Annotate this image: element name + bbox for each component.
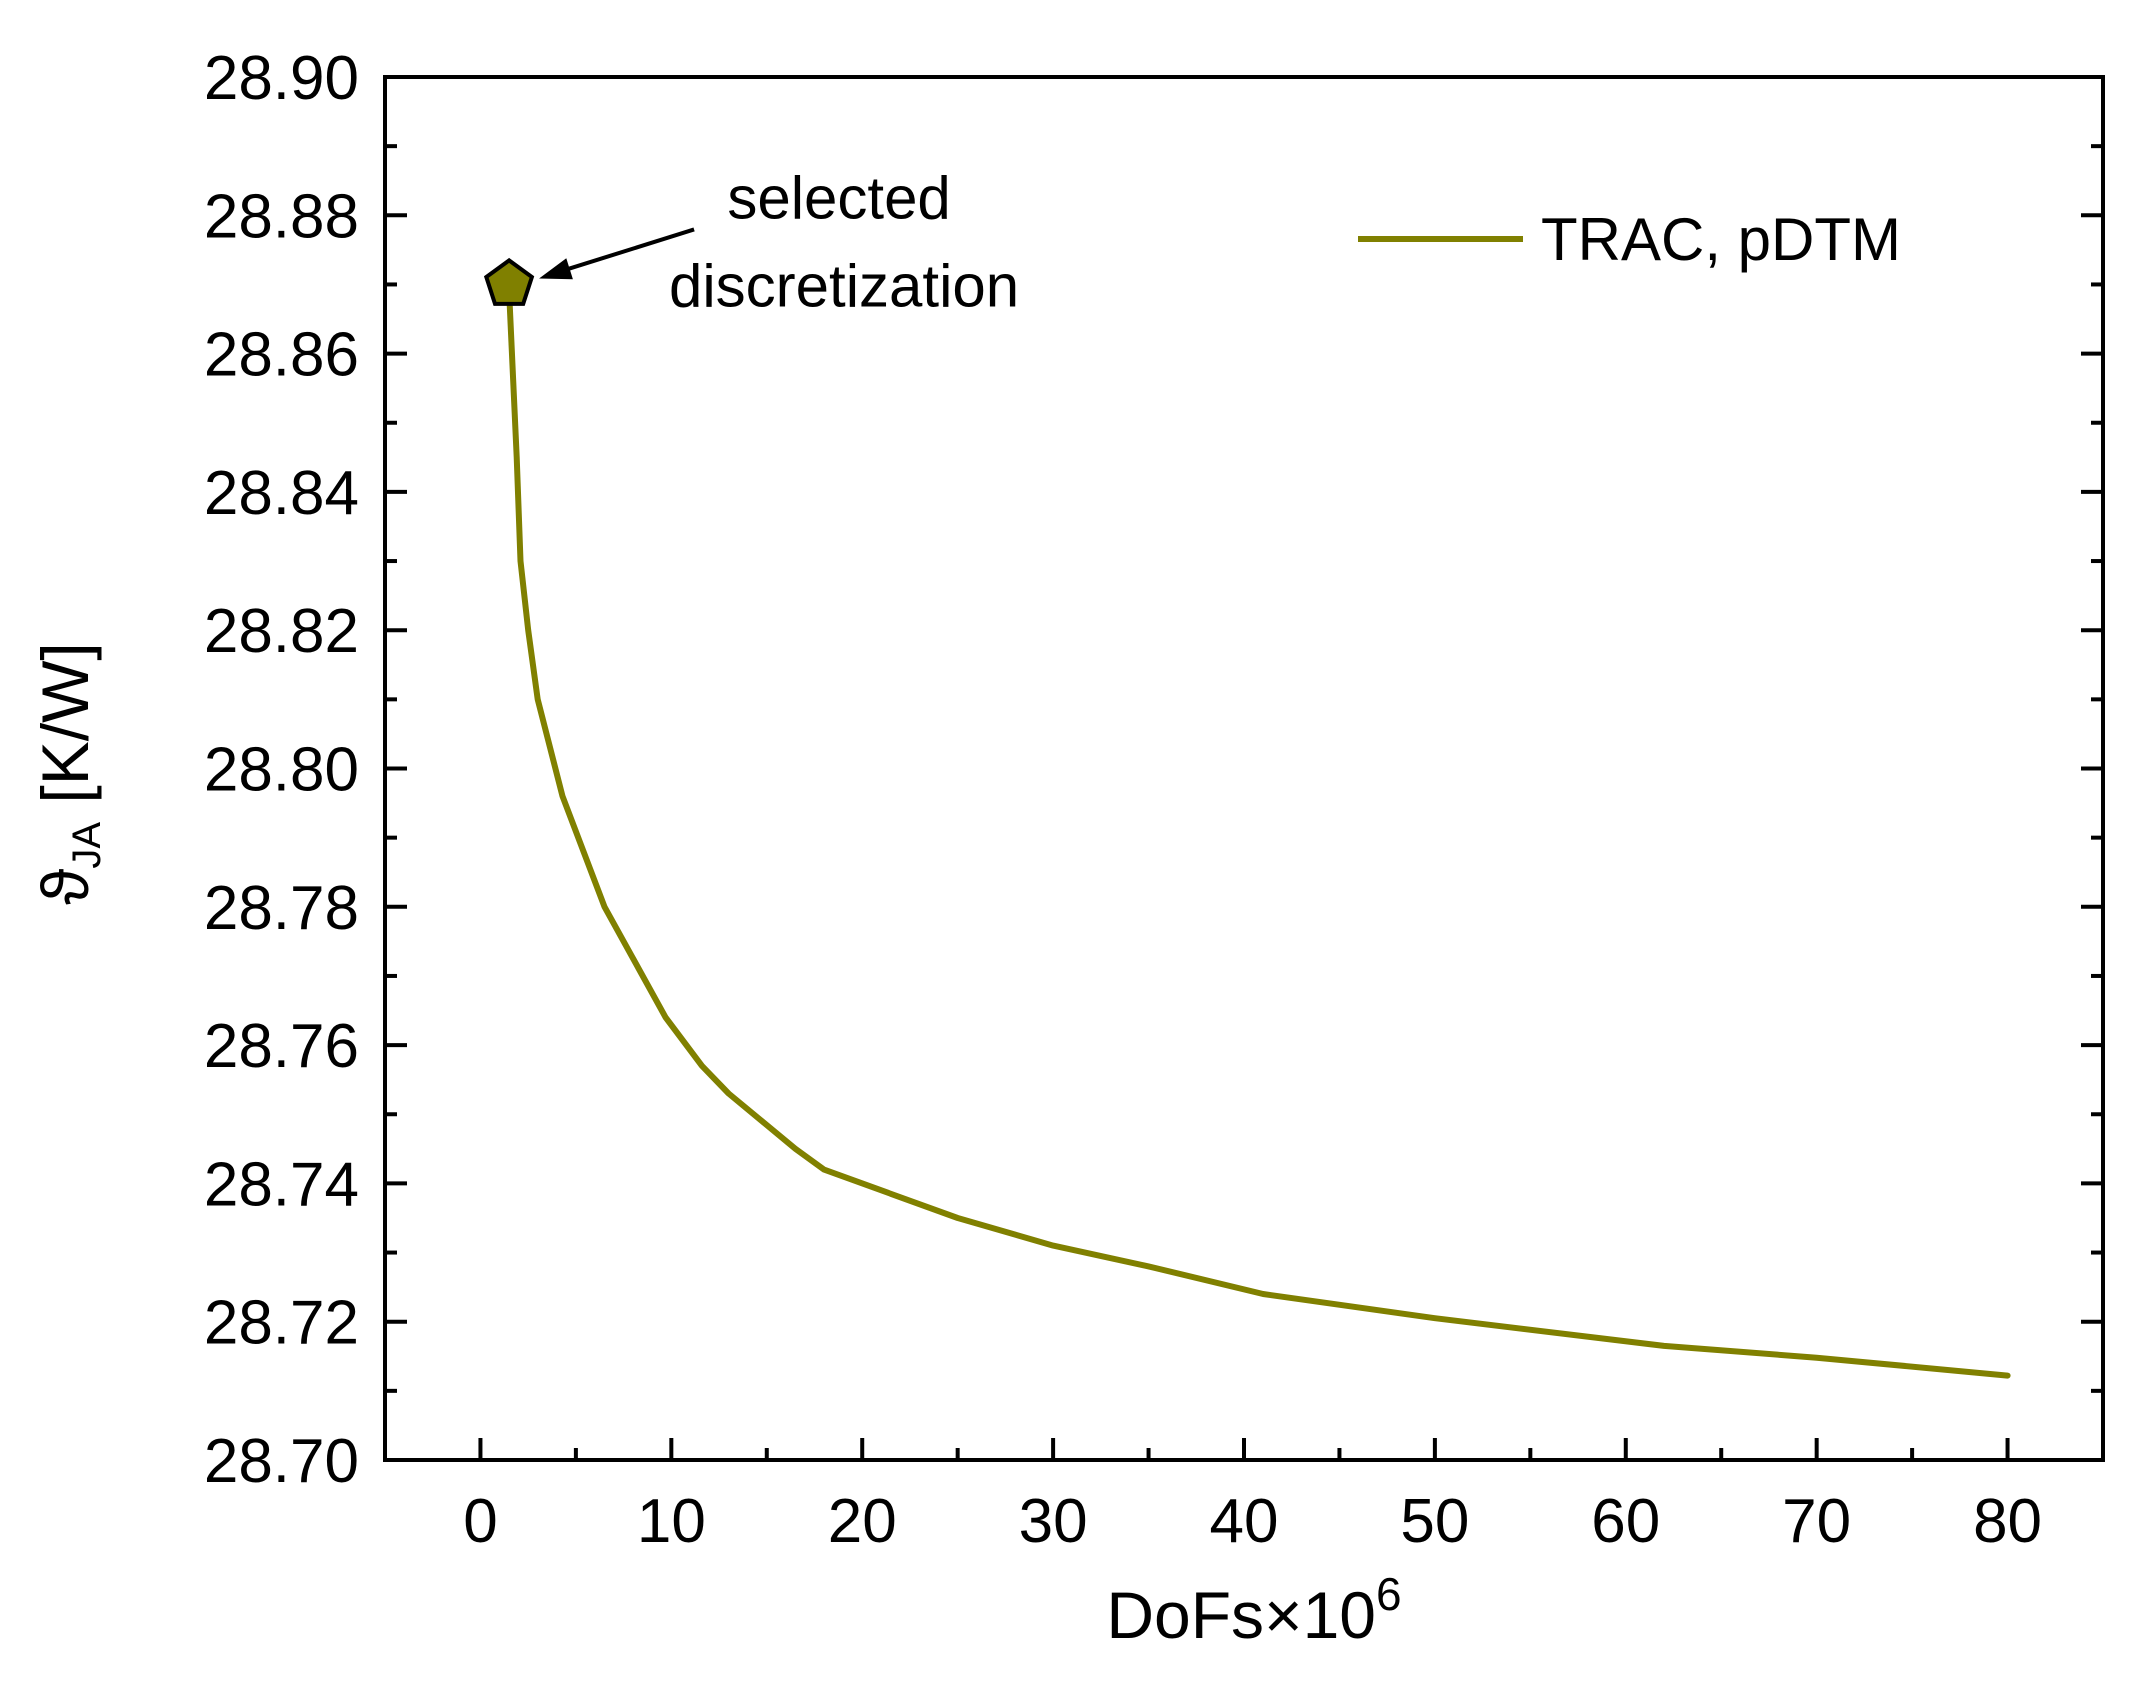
x-tick-label: 60 xyxy=(1591,1487,1660,1556)
x-tick-label: 10 xyxy=(637,1487,706,1556)
y-tick-label: 28.76 xyxy=(204,1012,359,1081)
y-tick-label: 28.78 xyxy=(204,874,359,943)
x-tick-label: 0 xyxy=(463,1487,497,1556)
x-tick-label: 70 xyxy=(1782,1487,1851,1556)
annotation-text-line-1: selected xyxy=(727,164,950,231)
x-tick-label: 40 xyxy=(1210,1487,1279,1556)
x-tick-label: 50 xyxy=(1400,1487,1469,1556)
y-tick-label: 28.88 xyxy=(204,182,359,251)
y-tick-label: 28.82 xyxy=(204,597,359,666)
x-tick-label: 80 xyxy=(1973,1487,2042,1556)
annotation-arrow-head xyxy=(539,258,573,280)
y-tick-label: 28.84 xyxy=(204,459,359,528)
x-tick-label: 30 xyxy=(1019,1487,1088,1556)
x-tick-label: 20 xyxy=(828,1487,897,1556)
y-tick-label: 28.90 xyxy=(204,44,359,113)
y-tick-label: 28.70 xyxy=(204,1427,359,1496)
y-axis-label: ϑJA [K/W] xyxy=(28,642,109,904)
y-tick-label: 28.86 xyxy=(204,321,359,390)
x-axis-label: DoFs×106 xyxy=(1106,1568,1401,1652)
series-line xyxy=(506,288,2011,1379)
annotation-arrow-line xyxy=(556,227,695,275)
y-tick-label: 28.72 xyxy=(204,1289,359,1358)
selected-point-marker xyxy=(483,257,535,306)
annotation-text-line-2: discretization xyxy=(669,252,1019,319)
y-tick-label: 28.80 xyxy=(204,736,359,805)
y-tick-label: 28.74 xyxy=(204,1150,359,1219)
legend-label: TRAC, pDTM xyxy=(1541,206,1901,273)
